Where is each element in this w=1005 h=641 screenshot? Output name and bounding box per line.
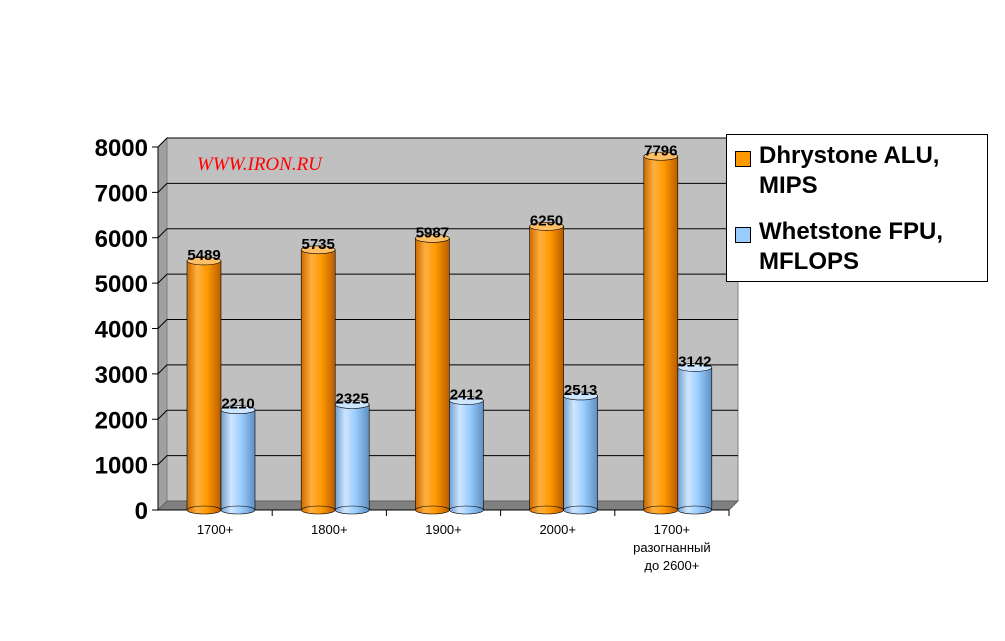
x-tick-label: разогнанный <box>633 540 710 555</box>
bar-body <box>449 400 484 511</box>
bar-top <box>300 245 336 255</box>
bar-body <box>677 367 713 511</box>
bar-base <box>186 505 222 515</box>
bar-body <box>643 155 679 511</box>
legend-swatch-dhrystone <box>735 151 751 167</box>
bar-body <box>334 404 370 511</box>
data-label: 5489 <box>187 247 220 264</box>
bar-top <box>677 363 713 372</box>
data-label: 5735 <box>302 236 335 253</box>
bar-whetstone <box>677 363 713 515</box>
gridline-side <box>157 364 168 375</box>
bar-top <box>415 234 450 243</box>
legend-item-whetstone: Whetstone FPU, MFLOPS <box>735 217 991 277</box>
bar-base <box>415 505 450 515</box>
legend: Dhrystone ALU, MIPS Whetstone FPU, MFLOP… <box>726 134 988 282</box>
bar-body <box>529 226 564 511</box>
bar-top <box>563 391 598 401</box>
bar-dhrystone <box>529 222 564 515</box>
y-tick-label: 5000 <box>95 271 148 298</box>
x-tick-label: 1700+ <box>654 522 691 537</box>
data-label: 2325 <box>336 391 369 408</box>
gridline-side <box>157 319 168 329</box>
bar-base <box>643 505 679 515</box>
gridline-side <box>157 137 168 148</box>
bar-body <box>563 395 598 511</box>
bar-top <box>334 400 370 409</box>
y-tick-label: 8000 <box>95 135 148 162</box>
y-axis-ticks: 0 1000 2000 3000 4000 5000 6000 7000 8000 <box>95 135 148 525</box>
gridline-side <box>157 455 168 465</box>
y-tick-label: 1000 <box>95 453 148 480</box>
x-tick-label: 2000+ <box>539 522 576 537</box>
bar-whetstone <box>563 391 598 515</box>
bars <box>186 151 713 515</box>
gridline-side <box>157 409 168 420</box>
bar-whetstone <box>449 396 484 515</box>
x-tick-label: 1900+ <box>425 522 462 537</box>
legend-label-dhrystone: Dhrystone ALU, MIPS <box>759 142 940 199</box>
data-label: 2513 <box>564 382 597 399</box>
bar-base <box>529 505 564 515</box>
legend-label-whetstone: Whetstone FPU, MFLOPS <box>759 218 943 275</box>
legend-swatch-whetstone <box>735 227 751 243</box>
bar-top <box>220 405 256 415</box>
x-axis-ticks: 1700+ 1800+ 1900+ 2000+ 1700+ разогнанный до 2… <box>197 522 711 573</box>
bar-base <box>300 505 336 515</box>
bar-body <box>415 238 450 511</box>
bar-dhrystone <box>643 151 679 515</box>
bar-top <box>643 151 679 161</box>
bar-dhrystone <box>186 256 222 515</box>
data-label: 5987 <box>416 224 449 241</box>
bar-whetstone <box>220 405 256 515</box>
x-tick-label: 1800+ <box>311 522 348 537</box>
bar-base <box>334 505 370 515</box>
watermark: WWW.IRON.RU <box>197 154 323 175</box>
data-label: 2210 <box>221 396 254 413</box>
y-tick-label: 2000 <box>95 407 148 434</box>
legend-item-dhrystone: Dhrystone ALU, MIPS <box>735 141 991 201</box>
data-labels: 5489 2210 5735 2325 5987 2412 6250 2513 7796 3142 <box>187 142 711 412</box>
data-label: 2412 <box>450 387 483 404</box>
bar-body <box>186 260 222 511</box>
bar-base <box>220 505 256 515</box>
bar-base <box>677 505 713 515</box>
gridline-side <box>157 183 168 193</box>
bar-body <box>220 409 256 511</box>
bar-body <box>300 249 336 511</box>
bar-base <box>449 505 484 515</box>
y-tick-label: 0 <box>135 498 148 525</box>
bar-top <box>529 222 564 231</box>
bar-base <box>563 505 598 515</box>
data-label: 7796 <box>644 142 677 159</box>
y-tick-label: 7000 <box>95 180 148 207</box>
bar-dhrystone <box>415 234 450 515</box>
y-tick-label: 4000 <box>95 317 148 344</box>
bar-whetstone <box>334 400 370 515</box>
y-tick-label: 6000 <box>95 226 148 253</box>
data-label: 6250 <box>530 212 563 229</box>
gridline-side <box>157 228 168 239</box>
x-tick-label: 1700+ <box>197 522 234 537</box>
bar-top <box>449 396 484 405</box>
y-tick-label: 3000 <box>95 362 148 389</box>
gridline-side <box>157 273 168 284</box>
bar-top <box>186 256 222 266</box>
data-label: 3142 <box>678 353 711 370</box>
bar-dhrystone <box>300 245 336 515</box>
x-tick-label: до 2600+ <box>644 558 699 573</box>
